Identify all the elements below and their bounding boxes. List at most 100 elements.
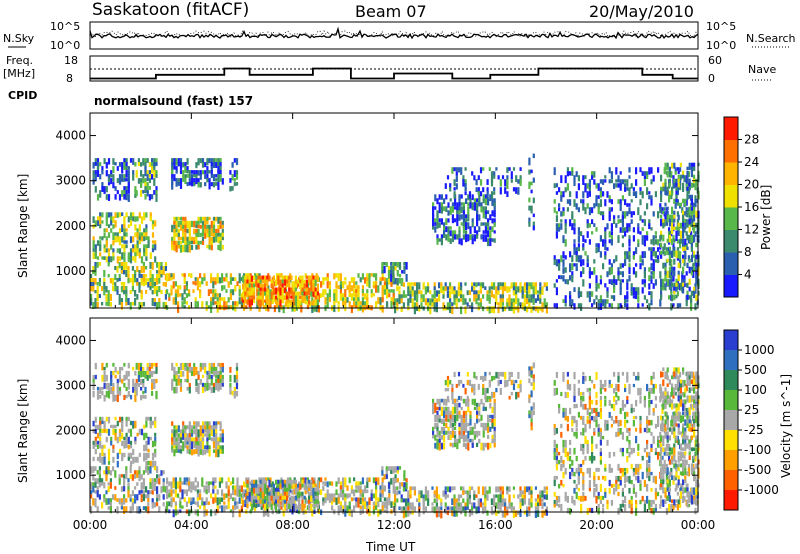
echo-cell <box>153 170 156 178</box>
echo-cell <box>357 297 360 302</box>
echo-cell <box>462 226 465 234</box>
echo-cell <box>320 489 323 496</box>
echo-cell <box>127 456 130 461</box>
echo-cell <box>297 491 300 499</box>
echo-cell <box>212 370 216 377</box>
echo-cell <box>206 437 209 443</box>
echo-cell <box>597 299 600 307</box>
echo-cell <box>586 415 589 424</box>
echo-cell <box>229 509 232 513</box>
echo-cell <box>628 207 631 215</box>
echo-cell <box>555 459 558 467</box>
echo-cell <box>136 494 139 501</box>
echo-cell <box>694 303 697 311</box>
echo-cell <box>240 301 243 309</box>
echo-cell <box>201 501 204 506</box>
echo-cell <box>628 175 631 179</box>
echo-cell <box>643 171 646 176</box>
echo-cell <box>530 298 533 303</box>
echo-cell <box>245 477 248 482</box>
echo-cell <box>666 210 669 216</box>
echo-cell <box>515 298 518 305</box>
echo-cell <box>684 222 687 230</box>
echo-cell <box>519 383 522 389</box>
echo-cell <box>591 271 594 275</box>
echo-cell <box>630 183 633 189</box>
echo-cell <box>261 487 264 495</box>
echo-cell <box>151 282 154 289</box>
echo-cell <box>582 391 585 396</box>
echo-cell <box>147 452 150 459</box>
echo-cell <box>569 463 572 469</box>
echo-cell <box>427 498 430 506</box>
echo-cell <box>643 179 646 187</box>
echo-cell <box>435 290 438 297</box>
echo-cell <box>597 503 600 511</box>
echo-cell <box>253 283 256 291</box>
echo-cell <box>478 202 481 207</box>
echo-cell <box>156 478 159 484</box>
echo-cell <box>361 301 364 308</box>
echo-cell <box>690 242 693 250</box>
echo-cell <box>297 291 300 299</box>
echo-cell <box>270 291 273 300</box>
echo-cell <box>212 232 216 241</box>
echo-cell <box>482 282 485 289</box>
echo-cell <box>175 232 178 237</box>
echo-cell <box>543 486 546 494</box>
echo-cell <box>138 470 141 478</box>
echo-cell <box>446 494 449 498</box>
echo-cell <box>436 438 439 445</box>
echo-cell <box>355 497 358 502</box>
echo-cell <box>101 482 104 486</box>
echo-cell <box>471 171 474 176</box>
echo-cell <box>475 375 478 380</box>
echo-cell <box>495 387 498 393</box>
echo-cell <box>121 432 124 440</box>
echo-cell <box>432 202 435 208</box>
echo-cell <box>671 238 674 246</box>
echo-cell <box>628 239 631 247</box>
echo-cell <box>322 485 325 491</box>
echo-cell <box>409 298 412 303</box>
echo-cell <box>171 166 174 174</box>
echo-cell <box>246 479 249 485</box>
echo-cell <box>103 228 106 233</box>
echo-cell <box>504 187 507 194</box>
echo-cell <box>451 218 454 224</box>
echo-cell <box>175 244 178 253</box>
echo-cell <box>440 502 443 506</box>
echo-cell <box>528 498 531 504</box>
echo-cell <box>571 275 574 283</box>
echo-cell <box>436 422 439 429</box>
echo-cell <box>210 273 213 281</box>
echo-cell <box>116 178 119 184</box>
echo-cell <box>259 491 262 498</box>
echo-cell <box>394 490 397 496</box>
echo-cell <box>261 479 264 484</box>
echo-cell <box>593 415 596 423</box>
echo-cell <box>103 278 106 286</box>
echo-cell <box>107 506 110 510</box>
echo-cell <box>212 449 216 453</box>
echo-cell <box>190 489 193 493</box>
echo-cell <box>210 182 213 187</box>
echo-cell <box>610 303 613 309</box>
echo-cell <box>449 486 452 493</box>
echo-cell <box>276 301 279 308</box>
echo-cell <box>188 485 191 492</box>
echo-cell <box>195 386 198 393</box>
echo-cell <box>663 207 666 211</box>
echo-cell <box>137 162 140 167</box>
echo-cell <box>671 230 674 235</box>
echo-cell <box>493 306 496 314</box>
echo-cell <box>331 505 334 511</box>
echo-cell <box>539 298 542 304</box>
echo-cell <box>654 259 657 263</box>
echo-cell <box>136 482 139 486</box>
echo-cell <box>107 390 111 399</box>
echo-cell <box>149 278 152 284</box>
echo-cell <box>444 506 447 514</box>
echo-cell <box>624 199 627 206</box>
echo-cell <box>286 503 289 512</box>
